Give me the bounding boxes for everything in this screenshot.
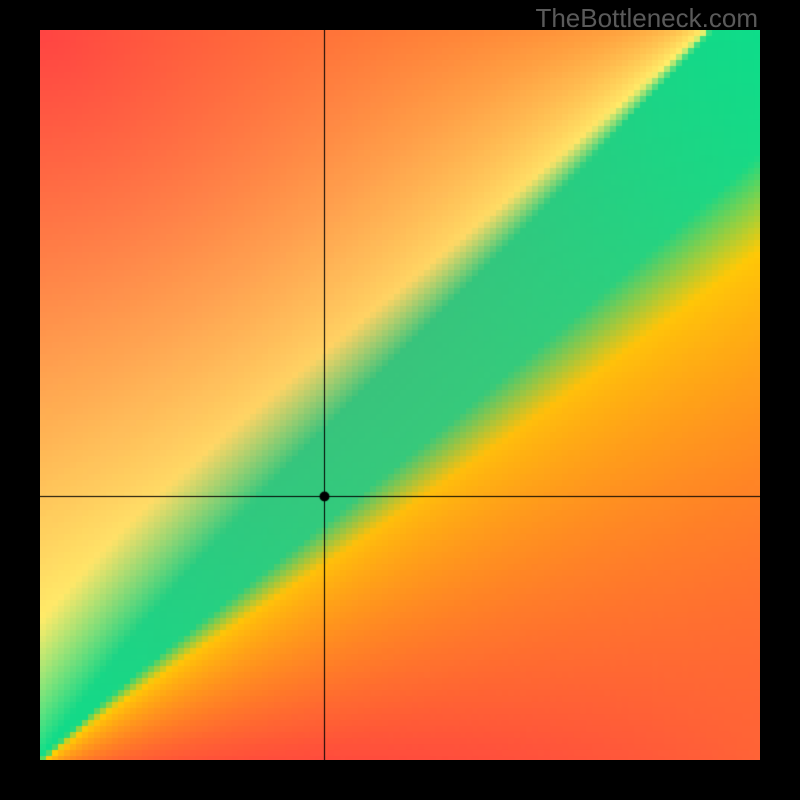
watermark-text: TheBottleneck.com (535, 3, 758, 34)
bottleneck-heatmap (40, 30, 760, 760)
chart-container: TheBottleneck.com (0, 0, 800, 800)
